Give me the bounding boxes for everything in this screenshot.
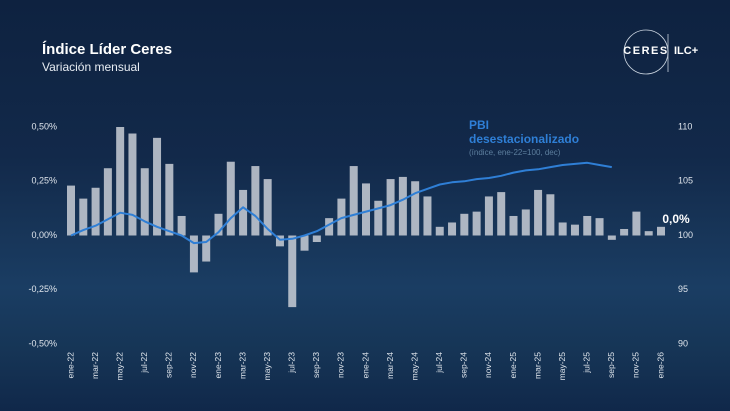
bar <box>288 235 297 308</box>
bar <box>632 211 641 236</box>
bar <box>239 189 248 236</box>
bar <box>165 163 174 236</box>
x-tick-label: may-24 <box>409 352 419 381</box>
bar <box>362 183 370 236</box>
x-tick-label: ene-22 <box>65 352 75 379</box>
bar <box>214 213 223 236</box>
x-tick-label: nov-22 <box>188 352 198 378</box>
bar <box>116 127 125 236</box>
x-tick-label: nov-25 <box>631 352 641 378</box>
x-tick-label: mar-24 <box>385 352 395 379</box>
x-tick-label: jul-23 <box>287 352 297 374</box>
x-tick-label: sep-22 <box>164 352 174 378</box>
y-tick-label: 0,25% <box>31 176 57 186</box>
bar <box>386 179 395 236</box>
bar <box>140 168 149 236</box>
x-tick-label: ene-25 <box>508 352 518 379</box>
bar <box>423 196 432 236</box>
y-tick-label: 0,00% <box>31 230 57 240</box>
bar <box>202 235 211 262</box>
bar <box>448 222 457 236</box>
bar <box>497 192 506 236</box>
bar <box>509 215 518 236</box>
x-tick-label: jul-22 <box>139 352 149 374</box>
bar <box>275 235 284 247</box>
x-tick-label: mar-25 <box>532 352 542 379</box>
x-tick-label: nov-23 <box>336 352 346 378</box>
bar <box>644 231 653 236</box>
y-tick-label: -0,25% <box>28 284 57 294</box>
x-tick-label: jul-24 <box>434 352 444 374</box>
line <box>70 161 612 245</box>
bar <box>91 187 100 236</box>
bar <box>325 218 334 236</box>
bar <box>300 235 309 251</box>
x-tick-label: ene-24 <box>360 352 370 379</box>
bar <box>583 215 592 236</box>
x-tick-label: jul-25 <box>582 352 592 374</box>
bar <box>411 181 420 236</box>
bar <box>263 179 272 236</box>
bar <box>374 200 383 236</box>
y2-tick-label: 110 <box>678 121 692 131</box>
annotation: 0,0% <box>662 212 690 226</box>
bar <box>570 224 579 236</box>
bar <box>435 226 444 236</box>
x-tick-label: sep-24 <box>459 352 469 378</box>
x-tick-label: ene-26 <box>655 352 665 379</box>
bar <box>460 213 469 236</box>
bar <box>226 161 235 236</box>
x-tick-label: nov-24 <box>483 352 493 378</box>
x-tick-label: mar-22 <box>90 352 100 379</box>
y2-tick-label: 105 <box>678 176 693 186</box>
bar <box>484 196 493 236</box>
y2-tick-label: 95 <box>678 284 688 294</box>
title: Índice Líder Ceres <box>42 41 172 58</box>
bar <box>607 235 616 240</box>
bar <box>103 168 112 236</box>
x-tick-label: may-25 <box>557 352 567 381</box>
bar <box>620 228 629 236</box>
bar <box>189 235 198 273</box>
legend-note: (índice, ene-22=100, dec) <box>469 148 561 157</box>
bar <box>251 166 260 236</box>
y2-tick-label: 100 <box>678 230 693 240</box>
y-tick-label: 0,50% <box>31 121 57 131</box>
bar <box>472 211 481 236</box>
bar <box>521 209 530 236</box>
bar <box>546 194 555 236</box>
y2-tick-label: 90 <box>678 338 688 348</box>
bar <box>534 189 543 236</box>
bar <box>67 185 75 236</box>
logo: CERES ILC+ <box>623 29 698 75</box>
x-tick-label: ene-23 <box>213 352 223 379</box>
x-tick-label: may-23 <box>262 352 272 381</box>
legend-entry: PBI desestacionalizado <box>469 118 580 146</box>
bar <box>349 166 358 236</box>
bar <box>558 222 567 236</box>
bar <box>177 215 186 236</box>
x-tick-label: may-22 <box>114 352 124 381</box>
subtitle: Variación mensual <box>42 60 140 74</box>
bar <box>312 235 321 243</box>
bar <box>398 176 407 236</box>
x-tick-label: sep-23 <box>311 352 321 378</box>
bar <box>657 226 665 236</box>
x-tick-label: sep-25 <box>606 352 616 378</box>
x-tick-label: mar-23 <box>237 352 247 379</box>
bar <box>595 218 604 236</box>
bar <box>337 198 346 236</box>
bar <box>128 133 137 236</box>
logo-product: ILC+ <box>674 45 698 57</box>
y-tick-label: -0,50% <box>28 338 57 348</box>
logo-brand: CERES <box>623 45 668 57</box>
bar <box>79 198 88 236</box>
bar <box>153 137 162 236</box>
